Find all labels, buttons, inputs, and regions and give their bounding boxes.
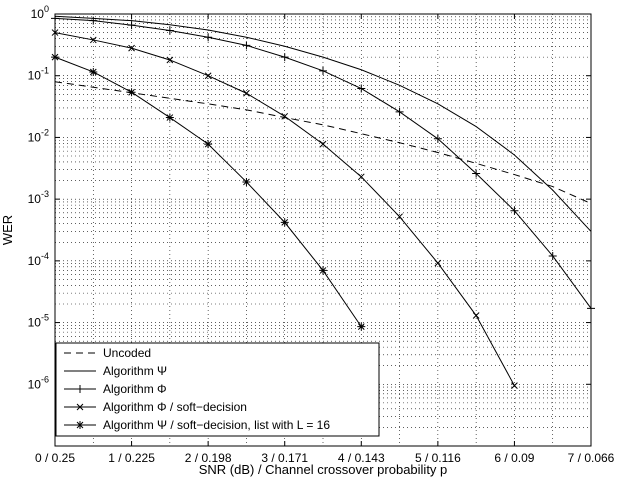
legend-label: Algorithm Φ (103, 382, 167, 396)
axis-ticks: 0 / 0.25 1 / 0.225 2 / 0.198 3 / 0.171 4 / 0… (28, 4, 615, 465)
series-point-marker (204, 33, 213, 42)
series-point-marker (165, 113, 174, 122)
x-tick-label: 2 / 0.198 (185, 451, 232, 465)
legend: Uncoded Algorithm Ψ Algorithm Φ Algorithm Φ… (55, 342, 380, 437)
series-point-marker (357, 84, 366, 93)
y-tick-label: 10-4 (28, 251, 49, 268)
series-point-marker (204, 72, 212, 80)
series-0 (54, 81, 592, 204)
series-point-marker (548, 251, 557, 260)
series-point-marker (128, 44, 135, 52)
series-point-marker (433, 134, 442, 143)
series-3 (51, 29, 518, 390)
x-tick-label: 6 / 0.09 (494, 451, 534, 465)
series-point-marker (204, 140, 213, 149)
x-tick-label: 7 / 0.066 (568, 451, 615, 465)
legend-marker (76, 385, 84, 393)
y-tick-label: 100 (31, 4, 49, 21)
series-point-marker (89, 36, 97, 44)
series-point-marker (166, 56, 174, 64)
x-tick-label: 3 / 0.171 (261, 451, 308, 465)
legend-marker (76, 421, 84, 429)
x-axis-title: SNR (dB) / Channel crossover probability… (199, 462, 448, 477)
legend-label: Algorithm Ψ / soft−decision, list with L… (103, 418, 330, 432)
x-tick-label: 4 / 0.143 (338, 451, 385, 465)
x-tick-label: 0 / 0.25 (35, 451, 75, 465)
legend-label: Uncoded (103, 346, 151, 360)
series-point-marker (472, 312, 480, 319)
y-tick-label: 10-2 (28, 127, 49, 144)
series-point-marker (434, 259, 442, 267)
plot-frame (54, 13, 592, 447)
y-axis-title: WER (0, 215, 15, 245)
series-point-marker (395, 107, 404, 116)
legend-marker (76, 403, 84, 411)
series-point-marker (242, 41, 251, 50)
series-point-marker (281, 112, 289, 120)
series-point-marker (127, 88, 136, 97)
series-line (54, 17, 592, 309)
x-tick-label: 5 / 0.116 (415, 451, 461, 465)
series-point-marker (396, 213, 403, 221)
series-point-marker (357, 173, 365, 181)
series-point-marker (511, 382, 518, 390)
series-point-marker (472, 169, 481, 178)
y-tick-label: 10-3 (28, 189, 49, 206)
legend-label: Algorithm Φ / soft−decision (103, 400, 247, 414)
series-point-marker (319, 266, 327, 275)
series-point-marker (280, 53, 289, 62)
series-point-marker (510, 206, 519, 215)
series-line (54, 15, 592, 232)
series-point-marker (357, 322, 366, 331)
series-line (54, 81, 592, 204)
series-point-marker (243, 89, 250, 97)
y-tick-label: 10-5 (28, 313, 49, 330)
series-layer (51, 14, 595, 390)
y-tick-label: 10-1 (28, 66, 49, 83)
series-point-marker (319, 66, 327, 75)
series-point-marker (242, 177, 251, 186)
y-tick-label: 10-6 (28, 374, 49, 391)
x-tick-label: 1 / 0.225 (108, 451, 155, 465)
legend-box (55, 342, 380, 437)
series-point-marker (280, 218, 289, 227)
series-point-marker (127, 21, 136, 30)
series-point-marker (165, 26, 174, 35)
series-point-marker (319, 140, 327, 148)
series-4 (51, 53, 366, 331)
legend-label: Algorithm Ψ (103, 364, 167, 378)
series-1 (54, 15, 592, 232)
series-point-marker (89, 67, 98, 76)
series-point-marker (89, 16, 98, 25)
